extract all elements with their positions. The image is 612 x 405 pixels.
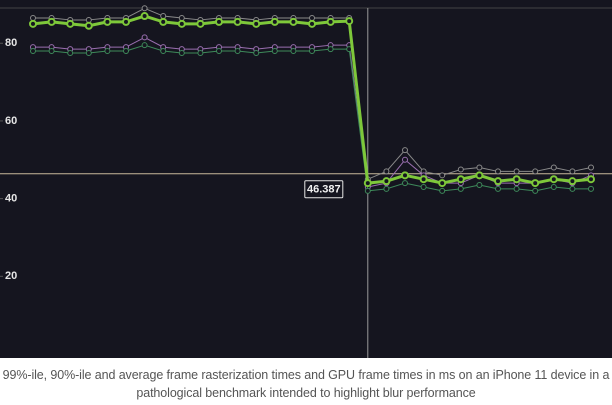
point	[568, 177, 577, 186]
point	[85, 49, 92, 56]
y-tick-label: 40	[5, 193, 17, 205]
point	[141, 42, 148, 49]
point	[476, 164, 483, 171]
point	[401, 171, 409, 180]
point	[531, 179, 540, 188]
point	[30, 14, 36, 21]
point	[457, 185, 464, 192]
point	[85, 16, 92, 23]
point	[402, 180, 408, 187]
point	[141, 34, 148, 41]
point	[326, 17, 335, 26]
point	[476, 182, 483, 189]
point	[122, 17, 130, 26]
point	[345, 17, 354, 26]
point	[550, 183, 557, 190]
point	[364, 187, 371, 194]
point	[588, 164, 594, 171]
point	[289, 17, 298, 26]
point	[160, 48, 167, 55]
point	[363, 179, 372, 188]
point	[47, 17, 56, 26]
point	[234, 48, 241, 55]
point	[550, 164, 557, 171]
point	[494, 177, 502, 186]
point	[29, 19, 37, 28]
series-line	[32, 14, 592, 185]
tooltip-label: 46.387	[307, 184, 341, 196]
point	[30, 48, 36, 55]
point	[512, 175, 521, 184]
point	[513, 185, 520, 192]
caption: 99%-ile, 90%-ile and average frame raste…	[2, 368, 610, 400]
point	[84, 21, 93, 30]
point	[532, 168, 539, 175]
point	[309, 14, 315, 21]
series-line	[33, 7, 592, 180]
point	[327, 46, 334, 53]
y-tick-label: 80	[5, 37, 17, 49]
point	[419, 175, 428, 184]
point	[160, 13, 167, 20]
point	[66, 19, 75, 28]
point	[439, 187, 446, 194]
point	[439, 172, 446, 179]
y-tick-label: 60	[5, 115, 17, 127]
series-line	[33, 36, 592, 188]
point	[270, 17, 279, 26]
point	[141, 5, 148, 12]
point	[253, 49, 260, 56]
point	[569, 168, 576, 175]
point	[438, 179, 447, 188]
point	[233, 17, 242, 26]
point	[588, 185, 594, 192]
point	[569, 185, 576, 192]
point	[420, 183, 427, 190]
point	[48, 48, 55, 55]
point	[104, 48, 111, 55]
point	[197, 49, 204, 56]
point	[290, 48, 297, 55]
chart: 20 40 60 80 46.387	[0, 0, 612, 358]
point	[475, 171, 484, 180]
point	[383, 185, 390, 192]
point	[177, 19, 186, 28]
series-line	[33, 44, 591, 192]
point	[513, 168, 520, 175]
point	[103, 17, 112, 26]
y-tick-label: 20	[5, 270, 17, 282]
point	[178, 14, 185, 21]
point	[252, 19, 261, 28]
point	[67, 49, 74, 56]
point	[123, 48, 129, 55]
point	[495, 168, 501, 175]
point	[456, 175, 465, 184]
point	[309, 48, 315, 55]
point	[178, 49, 185, 56]
point	[495, 185, 501, 192]
point	[402, 156, 408, 163]
point	[140, 12, 149, 21]
point	[402, 147, 408, 154]
point	[216, 48, 222, 55]
point	[587, 175, 595, 184]
tooltip-box	[304, 180, 344, 199]
point	[159, 17, 168, 26]
point	[532, 187, 539, 194]
point	[383, 168, 390, 175]
point	[215, 17, 223, 26]
point	[196, 19, 205, 28]
point	[382, 177, 391, 186]
point	[271, 48, 278, 55]
point	[308, 19, 316, 28]
point	[549, 175, 558, 184]
point	[457, 166, 464, 173]
